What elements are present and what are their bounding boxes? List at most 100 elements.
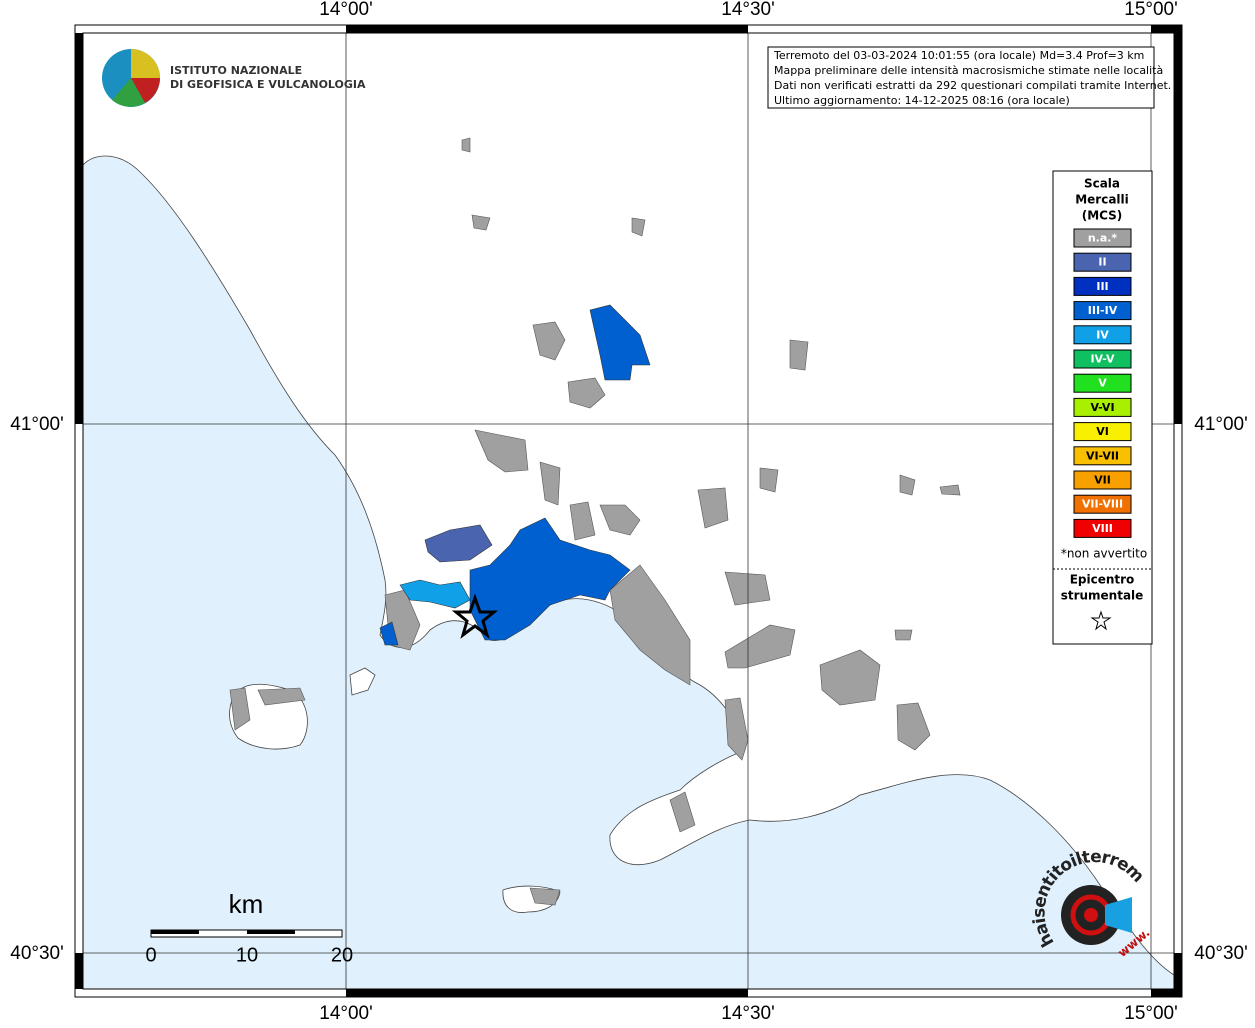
info-line: Mappa preliminare delle intensità macros… — [774, 64, 1163, 77]
legend-swatch — [1073, 276, 1132, 296]
logo-segment — [112, 78, 145, 107]
legend-star — [1090, 610, 1112, 631]
area-iii-iv — [379, 621, 399, 646]
scale-segment — [151, 930, 199, 934]
scale-segment — [247, 930, 295, 934]
area-na — [257, 687, 306, 706]
area-na — [569, 501, 596, 541]
scale-bar: km 0 10 20 — [145, 889, 353, 966]
legend-swatch — [1073, 446, 1132, 466]
legend-label: VIII — [1092, 522, 1113, 535]
frame-bar — [1151, 25, 1182, 33]
lon-label: 15°00' — [1124, 0, 1178, 20]
area-na — [631, 217, 646, 237]
legend-note: *non avvertito — [1061, 547, 1147, 561]
legend-title: Scala — [1084, 177, 1120, 191]
municipalities — [229, 137, 961, 906]
frame-bar — [1151, 989, 1182, 997]
lon-label: 15°00' — [1124, 1003, 1178, 1024]
area-na — [789, 339, 809, 371]
area-na — [532, 321, 566, 361]
area-na — [471, 214, 491, 231]
area-na — [759, 467, 779, 493]
area-na — [229, 687, 251, 731]
watermark-beam — [1105, 897, 1132, 933]
lat-label: 41°00' — [10, 414, 64, 435]
legend-swatch — [1073, 325, 1132, 345]
legend-title: (MCS) — [1082, 209, 1123, 223]
lat-label: 40°30' — [1194, 943, 1248, 964]
legend-label: V — [1098, 377, 1107, 390]
legend-swatch — [1073, 301, 1132, 321]
lat-label: 41°00' — [1194, 414, 1248, 435]
logo-text: DI GEOFISICA E VULCANOLOGIA — [170, 78, 366, 91]
legend-epicenter: Epicentro — [1070, 573, 1135, 587]
area-na — [599, 504, 641, 536]
legend-swatch — [1073, 494, 1132, 514]
lon-label: 14°30' — [721, 0, 775, 20]
area-iv — [399, 579, 471, 609]
area-na — [474, 429, 529, 473]
legend-swatch — [1073, 349, 1132, 369]
ingv-logo: ISTITUTO NAZIONALE DI GEOFISICA E VULCAN… — [102, 49, 366, 107]
frame — [74, 24, 1183, 998]
legend-label: II — [1098, 256, 1106, 269]
area-na — [899, 474, 916, 496]
legend-swatch — [1073, 252, 1132, 272]
lon-label: 14°00' — [319, 0, 373, 20]
area-na — [896, 702, 931, 751]
legend-swatch — [1073, 470, 1132, 490]
epicenter-star — [451, 593, 499, 639]
legend-label: III-IV — [1088, 304, 1118, 317]
legend-label: VII-VIII — [1082, 498, 1123, 511]
frame-bar — [346, 25, 748, 33]
area-iii-iv — [589, 304, 651, 381]
info-line: Ultimo aggiornamento: 14-12-2025 08:16 (… — [774, 94, 1070, 107]
legend-swatch — [1073, 422, 1132, 442]
legend-title: Mercalli — [1075, 193, 1129, 207]
legend-label: VII — [1094, 474, 1111, 487]
scale-label: 20 — [331, 944, 353, 966]
lon-label: 14°30' — [721, 1003, 775, 1024]
area-iii-iv — [469, 517, 631, 641]
area-na — [669, 791, 696, 833]
area-na — [724, 571, 771, 606]
frame-bar — [1174, 953, 1182, 989]
lat-label: 40°30' — [10, 943, 64, 964]
area-na — [819, 649, 881, 706]
info-line: Terremoto del 03-03-2024 10:01:55 (ora l… — [773, 49, 1144, 62]
frame-bar — [75, 953, 83, 989]
area-na — [894, 629, 913, 641]
legend-label: IV — [1096, 328, 1109, 341]
scale-unit: km — [229, 889, 264, 919]
info-frame — [767, 46, 1155, 109]
legend-label: n.a.* — [1088, 232, 1118, 245]
area-na — [539, 461, 561, 506]
logo-segment — [131, 49, 160, 78]
frame-bar — [1174, 33, 1182, 424]
frame-bar — [346, 989, 748, 997]
logo-segment — [131, 78, 160, 103]
area-na — [724, 697, 749, 761]
area-na — [724, 624, 796, 669]
legend-label: VI-VII — [1086, 449, 1119, 462]
area-na — [567, 377, 606, 409]
area-na — [939, 484, 961, 496]
legend-label: III — [1096, 280, 1108, 293]
legend-label: IV-V — [1090, 353, 1115, 366]
legend-swatch — [1073, 373, 1132, 393]
legend: Scala Mercalli (MCS) *non avvertito Epic… — [1052, 170, 1153, 645]
info-line: Dati non verificati estratti da 292 ques… — [774, 79, 1171, 92]
legend-swatch — [1073, 518, 1132, 538]
watermark-dot — [1084, 908, 1098, 922]
legend-label: VI — [1096, 425, 1109, 438]
frame-bar — [75, 33, 83, 424]
area-na — [609, 564, 691, 686]
area-na — [697, 487, 729, 529]
area-ii — [424, 524, 493, 563]
info-box: Terremoto del 03-03-2024 10:01:55 (ora l… — [767, 46, 1171, 109]
scale-label: 10 — [236, 944, 258, 966]
legend-epicenter: strumentale — [1061, 589, 1144, 603]
legend-swatch — [1073, 228, 1132, 248]
